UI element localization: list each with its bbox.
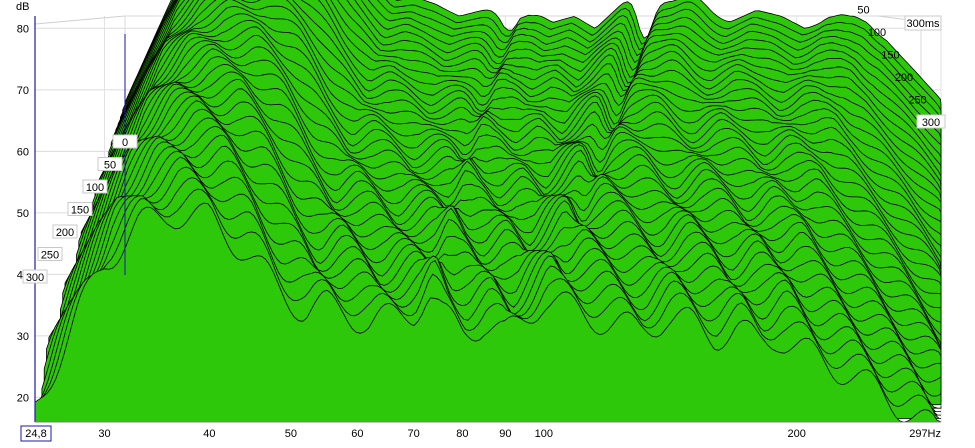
- time-tick-left: 0: [122, 137, 128, 149]
- y-tick-label: 30: [17, 331, 29, 343]
- time-end-tag: [904, 15, 942, 31]
- time-tag-left: [112, 134, 138, 149]
- x-tick-label: 100: [535, 428, 553, 440]
- y-tick-label: 70: [17, 85, 29, 97]
- y-tick-label: 80: [17, 23, 29, 35]
- time-tick-right: 200: [895, 72, 913, 84]
- x-tick-label: 30: [98, 428, 110, 440]
- x-tick-label: 40: [203, 428, 215, 440]
- time-tag-left: [97, 157, 123, 171]
- x-tick-label: 80: [456, 428, 468, 440]
- x-tick-label: 50: [285, 428, 297, 440]
- time-tag-left: [82, 179, 108, 194]
- time-tick-right: 300: [922, 117, 940, 129]
- time-tick-left: 150: [71, 205, 89, 217]
- slice-0: [34, 202, 942, 423]
- time-tick-right: 50: [857, 5, 869, 17]
- time-tag-right: [916, 114, 946, 129]
- x-tick-label: 90: [499, 428, 511, 440]
- time-tick-right: 150: [881, 50, 899, 62]
- time-end-label: 300ms: [906, 18, 940, 30]
- x-tick-label: 200: [788, 428, 806, 440]
- time-tick-left: 250: [41, 250, 59, 262]
- time-tag-left: [52, 224, 78, 239]
- x-tick-label: 297Hz: [909, 428, 941, 440]
- time-tick-right: 250: [908, 95, 926, 107]
- depth-line-left-top: [34, 15, 126, 25]
- time-tick-left: 50: [104, 160, 116, 172]
- floor-mask: [0, 422, 975, 443]
- time-tick-left: 200: [56, 227, 74, 239]
- cursor-freq-box: [20, 425, 52, 442]
- x-tick-label: 60: [351, 428, 363, 440]
- axis-labels: 20304050607080dB24,830405060708090100200…: [16, 1, 946, 442]
- y-tick-label: 50: [17, 208, 29, 220]
- time-tag-left: [37, 247, 63, 261]
- time-tag-left: [67, 202, 93, 216]
- time-tag-left: [22, 269, 48, 284]
- y-axis-unit: dB: [16, 1, 29, 13]
- y-tick-label: 20: [17, 392, 29, 404]
- y-tick-label: 60: [17, 146, 29, 158]
- time-tick-right: 100: [868, 27, 886, 39]
- time-tick-left: 100: [86, 182, 104, 194]
- axes: [34, 16, 941, 423]
- time-tick-left: 300: [26, 272, 44, 284]
- x-tick-label: 70: [408, 428, 420, 440]
- x-tick-label: 24,8: [25, 428, 46, 440]
